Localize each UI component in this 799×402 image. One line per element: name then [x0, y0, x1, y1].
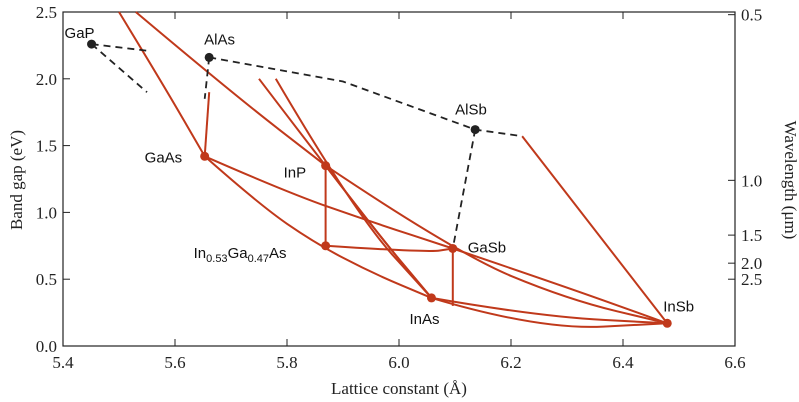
point-label: InP [284, 165, 307, 182]
direct-curve [325, 244, 453, 252]
point-label-part: 0.53 [206, 253, 227, 265]
direct-curve [452, 247, 668, 325]
point-gasb [448, 243, 458, 253]
point-alsb [470, 125, 480, 135]
indirect-curve [209, 56, 523, 138]
indirect-curve [451, 129, 477, 249]
point-insb [662, 318, 672, 328]
y2-tick-label: 2.5 [741, 270, 762, 289]
direct-curve [521, 135, 668, 324]
point-label: InSb [663, 298, 694, 315]
indirect-curve [91, 43, 148, 52]
direct-gap-curves [118, 11, 668, 328]
direct-curve [258, 78, 433, 299]
point-inp [321, 161, 331, 171]
indirect-curve [203, 57, 211, 99]
point-label-part: As [269, 245, 287, 262]
y-tick-label: 0.5 [36, 270, 57, 289]
point-label-part: In [194, 245, 207, 262]
y2-tick-label: 1.0 [741, 171, 762, 190]
indirect-curve [91, 43, 148, 93]
x-tick-label: 5.4 [52, 353, 74, 372]
x-tick-label: 6.2 [500, 353, 521, 372]
point-alas [204, 52, 214, 62]
x-tick-label: 5.6 [164, 353, 185, 372]
plot-frame [62, 11, 736, 347]
direct-curve [431, 296, 668, 328]
direct-curve [203, 92, 211, 157]
point-label-part: 0.47 [248, 253, 269, 265]
material-points [87, 39, 672, 328]
tick-labels: 5.4 5.6 5.8 6.0 6.2 6.4 6.60.00.51.01.52.02.5 0… [36, 3, 763, 372]
y-tick-label: 2.5 [36, 3, 57, 22]
x-tick-label: 5.8 [276, 353, 297, 372]
x-tick-label: 6.4 [612, 353, 634, 372]
y-tick-label: 2.0 [36, 70, 57, 89]
y2-axis-title: Wavelength (μm) [781, 121, 799, 240]
y2-tick-label: 2.0 [741, 254, 762, 273]
tick-marks [62, 11, 736, 347]
y2-tick-label: 0.5 [741, 6, 762, 25]
y2-tick-label: 1.5 [741, 226, 762, 245]
direct-curve [118, 11, 206, 157]
point-label: InAs [409, 311, 439, 328]
point-gap [87, 39, 97, 49]
x-tick-label: 6.0 [388, 353, 409, 372]
x-tick-label: 6.6 [724, 353, 745, 372]
indirect-gap-curves [91, 43, 523, 249]
point-inas [426, 293, 436, 303]
y-tick-label: 0.0 [36, 337, 57, 356]
point-label: In0.53Ga0.47As [194, 245, 287, 265]
direct-curve [135, 11, 327, 167]
point-label-part: Ga [228, 245, 249, 262]
point-label: GaSb [468, 239, 506, 256]
x-axis-title: Lattice constant (Å) [331, 379, 467, 398]
point-label: GaP [65, 25, 95, 42]
y-tick-label: 1.5 [36, 137, 57, 156]
direct-curve [274, 78, 433, 299]
direct-curve [204, 155, 454, 250]
direct-curve [204, 155, 432, 299]
direct-curve [431, 296, 668, 325]
point-gaas [200, 151, 210, 161]
point-in053ga047as [321, 241, 331, 251]
y-axis-title: Band gap (eV) [7, 130, 26, 230]
y-tick-label: 1.0 [36, 203, 57, 222]
point-label: GaAs [145, 149, 183, 166]
point-label: AlAs [204, 31, 235, 48]
direct-curve [325, 164, 668, 325]
point-label: AlSb [455, 102, 487, 119]
